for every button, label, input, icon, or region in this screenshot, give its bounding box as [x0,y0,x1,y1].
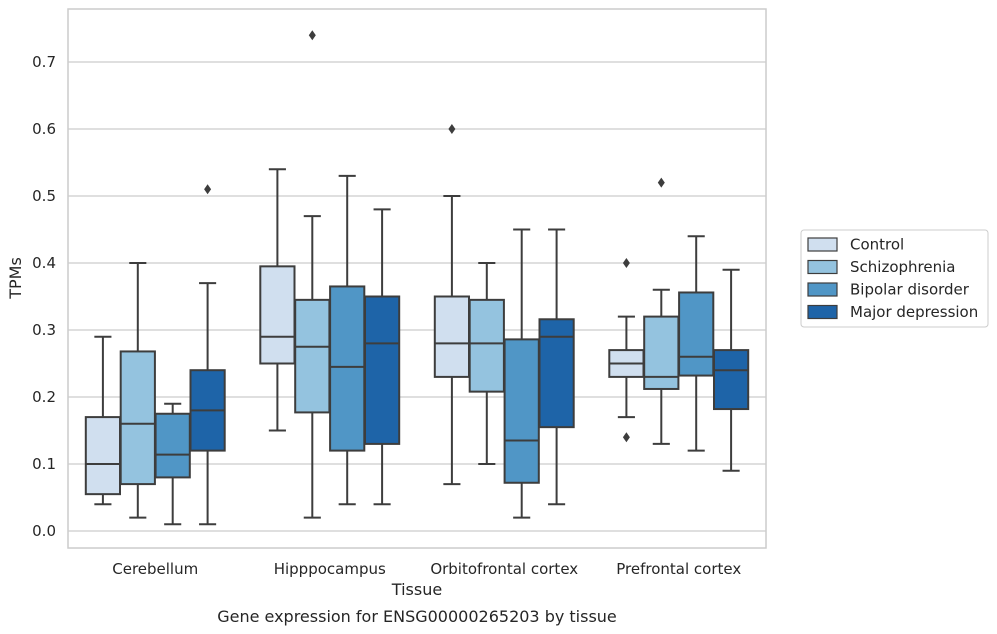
box-iqr [433,295,471,378]
box-iqr [259,265,296,365]
legend-swatch [807,282,838,297]
x-tick-label: Orbitofrontal cortex [430,560,578,578]
box-2-0 [433,124,471,486]
legend-item: Bipolar disorder [807,281,970,299]
x-tick-label: Cerebellum [112,560,198,578]
legend-label: Schizophrenia [850,258,955,276]
box-2-3 [538,228,575,506]
box-groups [84,30,750,526]
box-iqr [329,285,366,452]
plot-frame [67,8,767,549]
y-tick-labels: 0.0 0.1 0.2 0.3 0.4 0.5 0.6 0.7 [32,53,56,540]
box-iqr [154,412,191,479]
box-3-0 [608,258,645,443]
y-tick-label: 0.7 [32,53,56,71]
box-3-3 [712,268,750,472]
legend-label: Bipolar disorder [850,281,970,299]
y-tick-label: 0.6 [32,120,56,138]
outlier-point [204,184,212,195]
box-iqr [119,350,156,486]
legend-swatch [807,259,838,275]
x-axis-title: Tissue [391,580,442,599]
outlier-point [308,30,316,41]
legend-item: Control [807,236,904,254]
outlier-point [657,177,665,188]
outlier-point [622,258,630,268]
box-iqr [84,416,122,496]
y-tick-label: 0.4 [32,254,56,272]
y-axis-title: TPMs [6,257,25,300]
box-iqr [468,298,505,393]
box-iqr [538,318,575,429]
y-tick-label: 0.2 [32,388,56,406]
box-iqr [363,295,401,445]
box-iqr [643,315,680,390]
chart-caption: Gene expression for ENSG00000265203 by t… [217,607,617,626]
y-tick-label: 0.3 [32,321,56,339]
box-0-2 [154,402,191,526]
legend-frame [800,229,989,328]
box-0-0 [84,335,122,506]
y-tick-label: 0.1 [32,455,56,473]
box-1-0 [259,168,296,432]
box-0-1 [119,262,156,519]
outlier-point [622,432,630,443]
legend-swatch [807,304,838,320]
outlier-point [448,124,456,134]
box-iqr [503,338,540,484]
x-tick-labels: Cerebellum Hipppocampus Orbitofrontal cort… [112,560,741,578]
legend-label: Control [850,236,904,254]
x-tick-label: Prefrontal cortex [616,560,741,578]
box-3-1 [643,177,680,445]
legend-label: Major depression [850,303,978,321]
box-2-2 [503,228,540,519]
box-iqr [712,349,750,411]
legend-item: Major depression [807,303,978,321]
x-tick-label: Hipppocampus [274,560,386,578]
box-0-3 [189,184,226,526]
legend-item: Schizophrenia [807,258,955,276]
box-1-3 [363,208,401,506]
box-2-1 [468,262,505,465]
y-tick-label: 0.0 [32,522,56,540]
box-3-2 [678,235,715,452]
box-iqr [678,291,715,377]
box-iqr [294,298,331,414]
y-tick-label: 0.5 [32,187,56,205]
legend: Control Schizophrenia Bipolar disorder Majo… [800,229,989,328]
legend-swatch [807,237,838,252]
